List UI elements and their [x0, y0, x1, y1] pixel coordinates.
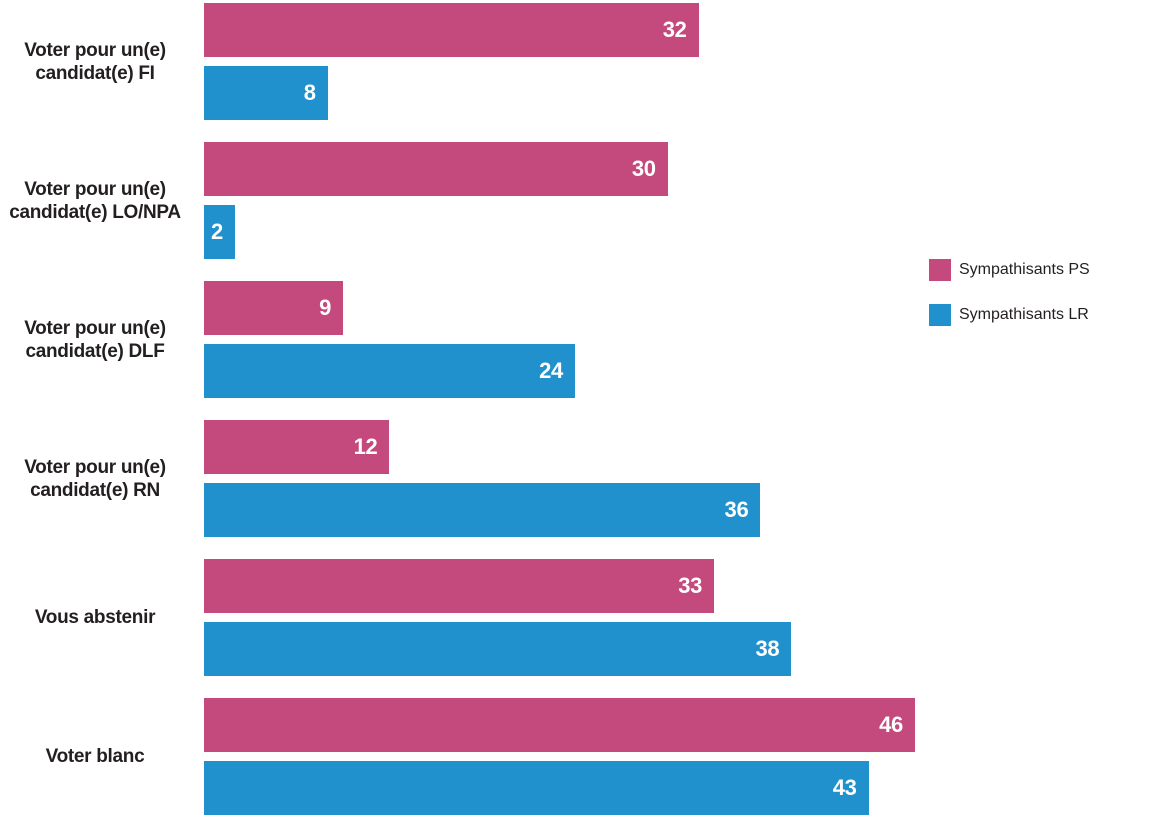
bar-value-label: 24	[539, 358, 563, 383]
bar-ps: 33	[204, 559, 715, 613]
bar-lr: 38	[204, 622, 792, 676]
bar-group-abstenir: Vous abstenir 33 38	[0, 559, 915, 676]
bar-value-label: 46	[879, 712, 903, 737]
bar-value-label: 38	[755, 636, 780, 661]
bar-group-lo-npa: Voter pour un(e) candidat(e) LO/NPA 30 2	[0, 142, 915, 259]
bar-value-label: 8	[303, 80, 316, 105]
bar-pair: 30 2	[204, 142, 915, 259]
bar-value-label: 2	[210, 219, 223, 244]
bar-pair: 33 38	[204, 559, 915, 676]
bar-lr: 36	[204, 483, 761, 537]
category-label: Voter pour un(e) candidat(e) LO/NPA	[9, 178, 181, 223]
category-label: Voter blanc	[45, 746, 145, 767]
legend-label: Sympathisants PS	[959, 261, 1090, 278]
category-label: Voter pour un(e) candidat(e) DLF	[24, 317, 166, 362]
legend-swatch-lr	[929, 304, 951, 326]
bar-group-fi: Voter pour un(e) candidat(e) FI 32 8	[0, 3, 915, 120]
legend-swatch-ps	[929, 259, 951, 281]
bar-value-label: 12	[353, 434, 378, 459]
bar-value-label: 9	[319, 295, 332, 320]
bar-value-label: 33	[678, 573, 703, 598]
bar-value-label: 43	[832, 775, 857, 800]
bar-value-label: 36	[724, 497, 749, 522]
bar-value-label: 30	[631, 156, 656, 181]
bar-pair: 32 8	[204, 3, 915, 120]
legend-label: Sympathisants LR	[959, 306, 1089, 323]
bar-pair: 46 43	[204, 698, 915, 815]
legend-item-lr: Sympathisants LR	[929, 304, 1090, 326]
bar-pair: 9 24	[204, 281, 915, 398]
legend-item-ps: Sympathisants PS	[929, 259, 1090, 281]
bar-ps: 30	[204, 142, 668, 196]
bar-value-label: 32	[662, 17, 687, 42]
bar-chart: Voter pour un(e) candidat(e) FI 32 8 Vot…	[0, 3, 915, 815]
bar-lr: 24	[204, 344, 575, 398]
bar-group-dlf: Voter pour un(e) candidat(e) DLF 9 24	[0, 281, 915, 398]
bar-lr: 2	[204, 205, 235, 259]
bar-ps: 46	[204, 698, 915, 752]
bar-group-blanc: Voter blanc 46 43	[0, 698, 915, 815]
category-label: Voter pour un(e) candidat(e) RN	[24, 456, 166, 501]
bar-ps: 12	[204, 420, 390, 474]
bar-ps: 32	[204, 3, 699, 57]
bar-ps: 9	[204, 281, 344, 335]
legend: Sympathisants PS Sympathisants LR	[929, 259, 1090, 326]
bar-group-rn: Voter pour un(e) candidat(e) RN 12 36	[0, 420, 915, 537]
category-label: Vous abstenir	[34, 607, 156, 628]
bar-lr: 8	[204, 66, 328, 120]
category-label: Voter pour un(e) candidat(e) FI	[24, 39, 166, 84]
bar-lr: 43	[204, 761, 869, 815]
bar-pair: 12 36	[204, 420, 915, 537]
